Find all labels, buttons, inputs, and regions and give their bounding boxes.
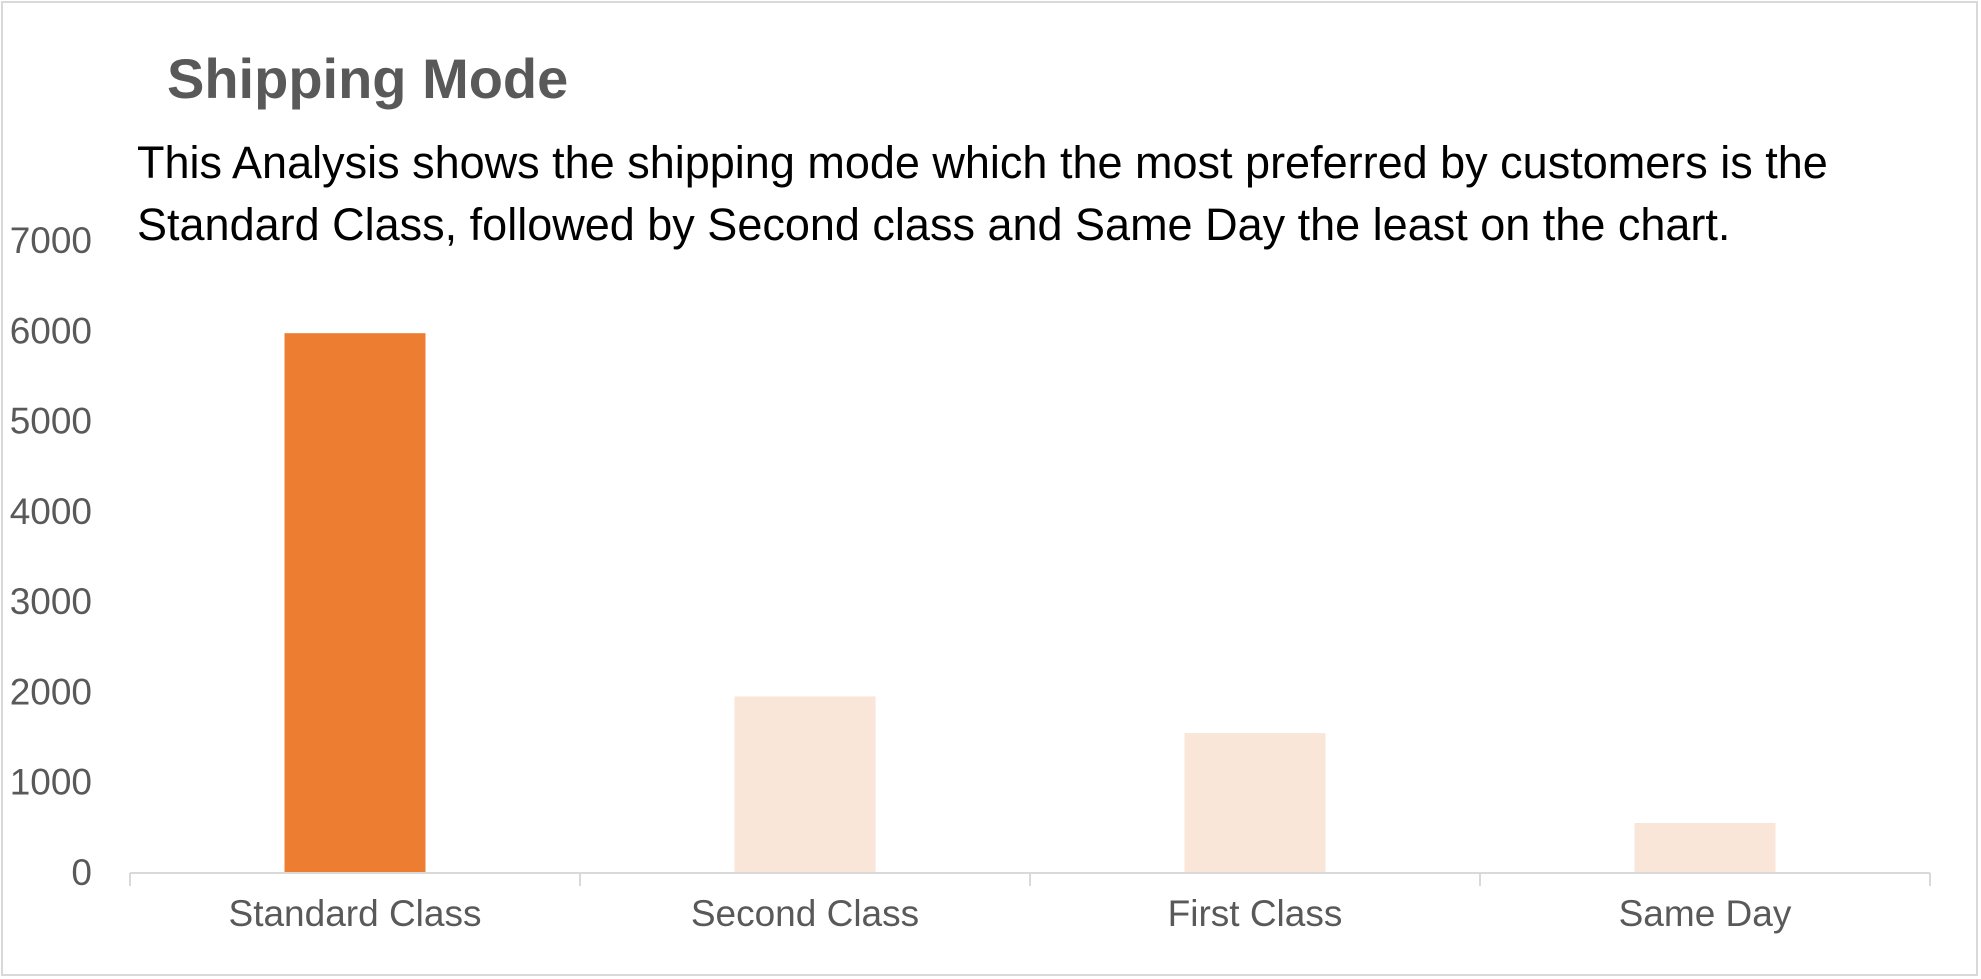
y-tick-label: 7000 bbox=[10, 220, 92, 261]
chart-annotation: This Analysis shows the shipping mode wh… bbox=[137, 137, 1828, 250]
y-tick-label: 2000 bbox=[10, 671, 92, 712]
x-axis-tick-labels: Standard Class Second Class First Class Sam… bbox=[229, 893, 1792, 934]
y-tick-label: 0 bbox=[71, 852, 92, 893]
bar-first-class bbox=[1184, 733, 1326, 872]
y-axis-tick-labels: 0 1000 2000 3000 4000 5000 6000 7000 bbox=[10, 220, 92, 893]
y-tick-label: 1000 bbox=[10, 762, 92, 803]
y-tick-label: 5000 bbox=[10, 401, 92, 442]
bars-layer bbox=[284, 333, 1776, 872]
y-tick-label: 6000 bbox=[10, 310, 92, 351]
chart-title: Shipping Mode bbox=[167, 47, 569, 110]
y-tick-label: 4000 bbox=[10, 491, 92, 532]
x-tick-label: First Class bbox=[1168, 893, 1343, 934]
y-tick-label: 3000 bbox=[10, 581, 92, 622]
x-tick-label: Standard Class bbox=[229, 893, 482, 934]
bar-second-class bbox=[734, 696, 876, 872]
x-tick-label: Second Class bbox=[691, 893, 919, 934]
x-axis bbox=[129, 872, 1931, 886]
x-tick-label: Same Day bbox=[1619, 893, 1792, 934]
bar-standard-class bbox=[284, 333, 426, 872]
bar-same-day bbox=[1634, 823, 1776, 872]
